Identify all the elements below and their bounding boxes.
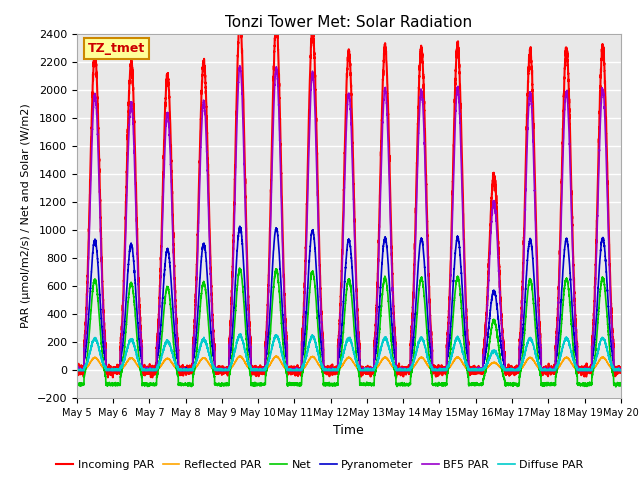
Diffuse PAR <box>73 368 81 373</box>
BF5 PAR <box>236 63 244 69</box>
Pyranometer <box>594 288 602 294</box>
Net <box>73 381 81 387</box>
Line: Pyranometer: Pyranometer <box>77 227 621 371</box>
Reflected PAR <box>617 368 625 373</box>
Pyranometer <box>258 367 266 373</box>
Reflected PAR <box>73 367 81 373</box>
Incoming PAR <box>73 367 81 373</box>
Reflected PAR <box>486 362 493 368</box>
Incoming PAR <box>471 367 479 372</box>
Net <box>612 384 620 390</box>
Incoming PAR <box>486 232 493 238</box>
Pyranometer <box>486 312 493 318</box>
BF5 PAR <box>594 194 602 200</box>
Line: Diffuse PAR: Diffuse PAR <box>77 334 621 371</box>
Line: Incoming PAR: Incoming PAR <box>77 20 621 377</box>
Pyranometer <box>470 368 478 373</box>
Text: TZ_tmet: TZ_tmet <box>88 42 145 55</box>
Net <box>236 265 243 271</box>
BF5 PAR <box>331 368 339 373</box>
Pyranometer <box>617 368 625 373</box>
Diffuse PAR <box>617 367 625 373</box>
Incoming PAR <box>258 367 266 372</box>
Line: BF5 PAR: BF5 PAR <box>77 66 621 371</box>
Pyranometer <box>236 224 244 229</box>
Net <box>258 381 266 386</box>
Title: Tonzi Tower Met: Solar Radiation: Tonzi Tower Met: Solar Radiation <box>225 15 472 30</box>
Net <box>594 316 602 322</box>
Incoming PAR <box>588 363 595 369</box>
BF5 PAR <box>73 368 81 373</box>
Net <box>486 337 493 343</box>
Diffuse PAR <box>258 368 266 373</box>
Pyranometer <box>330 368 338 373</box>
BF5 PAR <box>617 367 625 372</box>
Incoming PAR <box>594 169 602 175</box>
Incoming PAR <box>331 369 339 374</box>
Diffuse PAR <box>330 368 338 373</box>
BF5 PAR <box>471 367 479 373</box>
BF5 PAR <box>588 368 595 373</box>
Legend: Incoming PAR, Reflected PAR, Net, Pyranometer, BF5 PAR, Diffuse PAR: Incoming PAR, Reflected PAR, Net, Pyrano… <box>52 456 588 474</box>
Diffuse PAR <box>237 331 244 337</box>
Reflected PAR <box>588 368 595 373</box>
BF5 PAR <box>73 367 81 373</box>
BF5 PAR <box>486 250 493 256</box>
Pyranometer <box>73 368 81 373</box>
Line: Net: Net <box>77 268 621 387</box>
Reflected PAR <box>73 368 81 373</box>
Net <box>330 381 338 387</box>
Line: Reflected PAR: Reflected PAR <box>77 356 621 371</box>
Reflected PAR <box>594 360 602 365</box>
Net <box>617 381 625 386</box>
BF5 PAR <box>258 368 266 373</box>
Incoming PAR <box>104 374 112 380</box>
Diffuse PAR <box>486 354 493 360</box>
Y-axis label: PAR (μmol/m2/s) / Net and Solar (W/m2): PAR (μmol/m2/s) / Net and Solar (W/m2) <box>21 104 31 328</box>
Incoming PAR <box>236 17 244 23</box>
Diffuse PAR <box>470 368 478 373</box>
Pyranometer <box>588 367 595 372</box>
Reflected PAR <box>331 367 339 373</box>
X-axis label: Time: Time <box>333 424 364 437</box>
Net <box>588 381 595 387</box>
Reflected PAR <box>258 368 266 373</box>
Net <box>470 382 478 387</box>
Diffuse PAR <box>594 348 602 354</box>
Incoming PAR <box>617 367 625 372</box>
Diffuse PAR <box>588 367 595 373</box>
Reflected PAR <box>471 367 479 373</box>
Reflected PAR <box>237 353 244 359</box>
